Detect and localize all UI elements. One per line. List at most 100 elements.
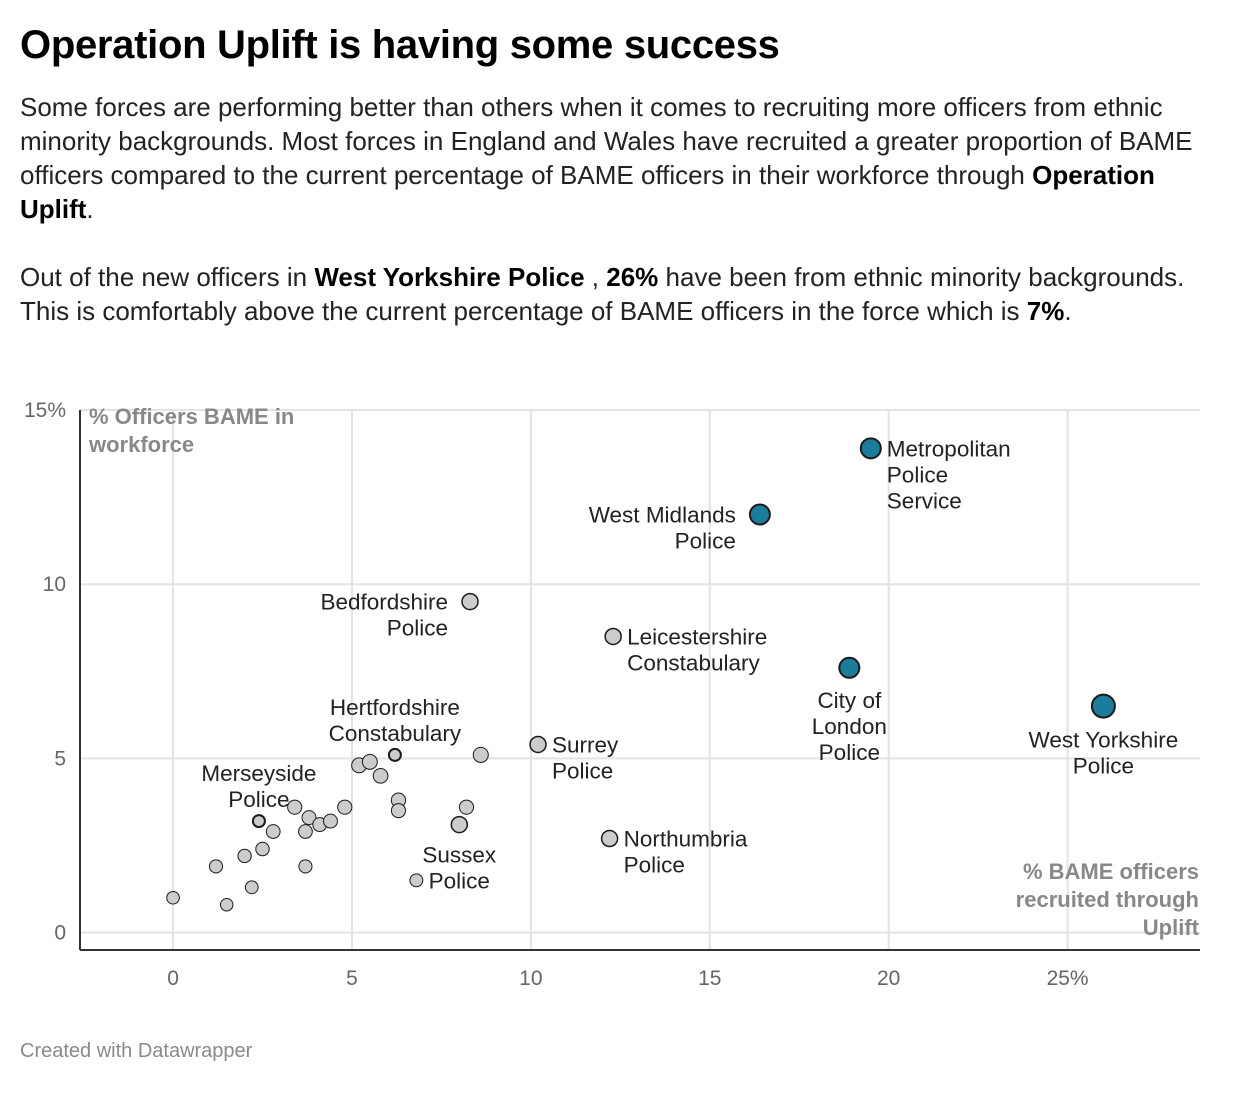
- data-point: [461, 592, 479, 611]
- y-axis-title-line: workforce: [88, 432, 194, 457]
- point-label: Sussex Police: [422, 843, 497, 894]
- data-point: [166, 890, 180, 905]
- y-tick-label: 10: [43, 573, 66, 596]
- point-label: Hertfordshire Constabulary: [329, 695, 462, 746]
- x-tick-label: 5: [346, 967, 358, 990]
- point-label-line: London: [812, 714, 887, 739]
- point-label-line: Police: [624, 853, 685, 878]
- data-point: [600, 829, 619, 848]
- point-label-line: Sussex: [422, 843, 497, 868]
- data-point: [604, 627, 622, 646]
- point-label: Metropolitan Police Service: [887, 436, 1011, 513]
- data-point: [390, 803, 407, 819]
- data-point: [287, 799, 303, 815]
- y-tick-label: 5: [54, 747, 66, 770]
- point-label-line: Metropolitan: [887, 436, 1011, 461]
- point-label-line: Police: [228, 787, 289, 812]
- point-label-line: Surrey: [552, 732, 619, 757]
- chart-description: Some forces are performing better than o…: [20, 90, 1210, 328]
- point-label-line: West Yorkshire: [1029, 728, 1179, 753]
- data-point: [1090, 693, 1116, 719]
- data-point: [208, 859, 224, 874]
- chart-title: Operation Uplift is having some success: [20, 23, 780, 67]
- desc-bold: West Yorkshire Police: [314, 262, 585, 292]
- point-label-line: Merseyside: [201, 761, 316, 786]
- desc-text: Out of the new officers in: [20, 262, 315, 292]
- data-point: [298, 859, 313, 874]
- point-label-line: City of: [817, 688, 882, 713]
- point-label-line: Police: [1073, 754, 1134, 779]
- point-label-line: Bedfordshire: [320, 590, 448, 615]
- data-point: [458, 799, 475, 815]
- point-label-line: Police: [552, 758, 613, 783]
- y-tick-label: 15%: [24, 399, 66, 422]
- x-tick-label: 15: [698, 967, 721, 990]
- data-point: [298, 824, 313, 839]
- desc-text: .: [1064, 296, 1072, 326]
- point-label-line: Constabulary: [329, 721, 462, 746]
- data-point: [748, 503, 771, 526]
- data-point: [838, 656, 861, 679]
- x-tick-label: 0: [167, 967, 179, 990]
- point-label: Northumbria Police: [624, 827, 748, 878]
- point-label-line: Leicestershire: [627, 624, 767, 649]
- desc-text: Some forces are performing better than o…: [20, 92, 1193, 190]
- data-point: [337, 799, 353, 815]
- description-paragraph-1: Some forces are performing better than o…: [20, 90, 1210, 226]
- point-label-line: Police: [675, 529, 736, 554]
- point-label: West Yorkshire Police: [1029, 728, 1179, 779]
- point-label: West Midlands Police: [589, 503, 736, 554]
- point-label: Bedfordshire Police: [320, 590, 448, 641]
- data-point: [265, 824, 281, 839]
- data-point: [251, 814, 266, 829]
- data-point: [244, 880, 259, 895]
- data-point: [372, 767, 389, 784]
- y-tick-label: 0: [54, 922, 66, 945]
- data-points: [166, 437, 1116, 912]
- data-point: [859, 437, 882, 460]
- desc-text: have been from ethnic minority backgroun…: [20, 262, 1185, 326]
- data-point: [219, 897, 234, 912]
- chart-axes: 0 5 10 15 20 25% 0 5 10 15% % Officers BAME in work…: [24, 399, 1200, 990]
- x-tick-label: 10: [519, 967, 542, 990]
- data-point: [387, 747, 402, 762]
- point-label: Leicestershire Constabulary: [627, 624, 767, 675]
- desc-bold: 26%: [606, 262, 659, 292]
- footer-credit: Created with Datawrapper: [20, 1040, 253, 1062]
- x-tick-label: 25%: [1047, 967, 1089, 990]
- data-point: [472, 746, 489, 763]
- desc-text: ,: [584, 262, 607, 292]
- data-point: [255, 841, 270, 857]
- scatter-chart: 0 5 10 15 20 25% 0 5 10 15% % Officers BAME in work…: [24, 399, 1200, 990]
- desc-text: .: [86, 194, 94, 224]
- x-axis-title: % BAME officers recruited through Uplift: [1016, 859, 1200, 940]
- point-label-line: Police: [429, 869, 490, 894]
- point-label: Surrey Police: [552, 732, 619, 783]
- data-point: [237, 848, 252, 864]
- point-label-line: West Midlands: [589, 503, 736, 528]
- point-label-line: Police: [887, 462, 948, 487]
- desc-bold: Operation Uplift: [20, 160, 1155, 224]
- data-point: [323, 813, 338, 829]
- data-point: [301, 810, 317, 826]
- point-label: City of London Police: [812, 688, 887, 765]
- point-label-line: Constabulary: [627, 650, 760, 675]
- description-paragraph-2: Out of the new officers in West Yorkshir…: [20, 260, 1210, 328]
- point-label-line: Northumbria: [624, 827, 748, 852]
- x-tick-label: 20: [877, 967, 900, 990]
- desc-bold: 7%: [1026, 296, 1065, 326]
- point-label-line: Service: [887, 488, 962, 513]
- y-axis-title-line: % Officers BAME in: [89, 404, 294, 429]
- point-label-line: Police: [819, 740, 880, 765]
- chart-grid: [80, 409, 1200, 950]
- x-axis-title-line: % BAME officers: [1023, 859, 1199, 884]
- x-axis-title-line: Uplift: [1143, 915, 1200, 940]
- data-point: [409, 873, 424, 888]
- data-point: [529, 735, 547, 754]
- data-point: [450, 815, 469, 834]
- point-label-line: Police: [387, 616, 448, 641]
- data-point: [361, 753, 378, 770]
- x-axis-title-line: recruited through: [1016, 887, 1199, 912]
- point-label: Merseyside Police: [201, 761, 316, 812]
